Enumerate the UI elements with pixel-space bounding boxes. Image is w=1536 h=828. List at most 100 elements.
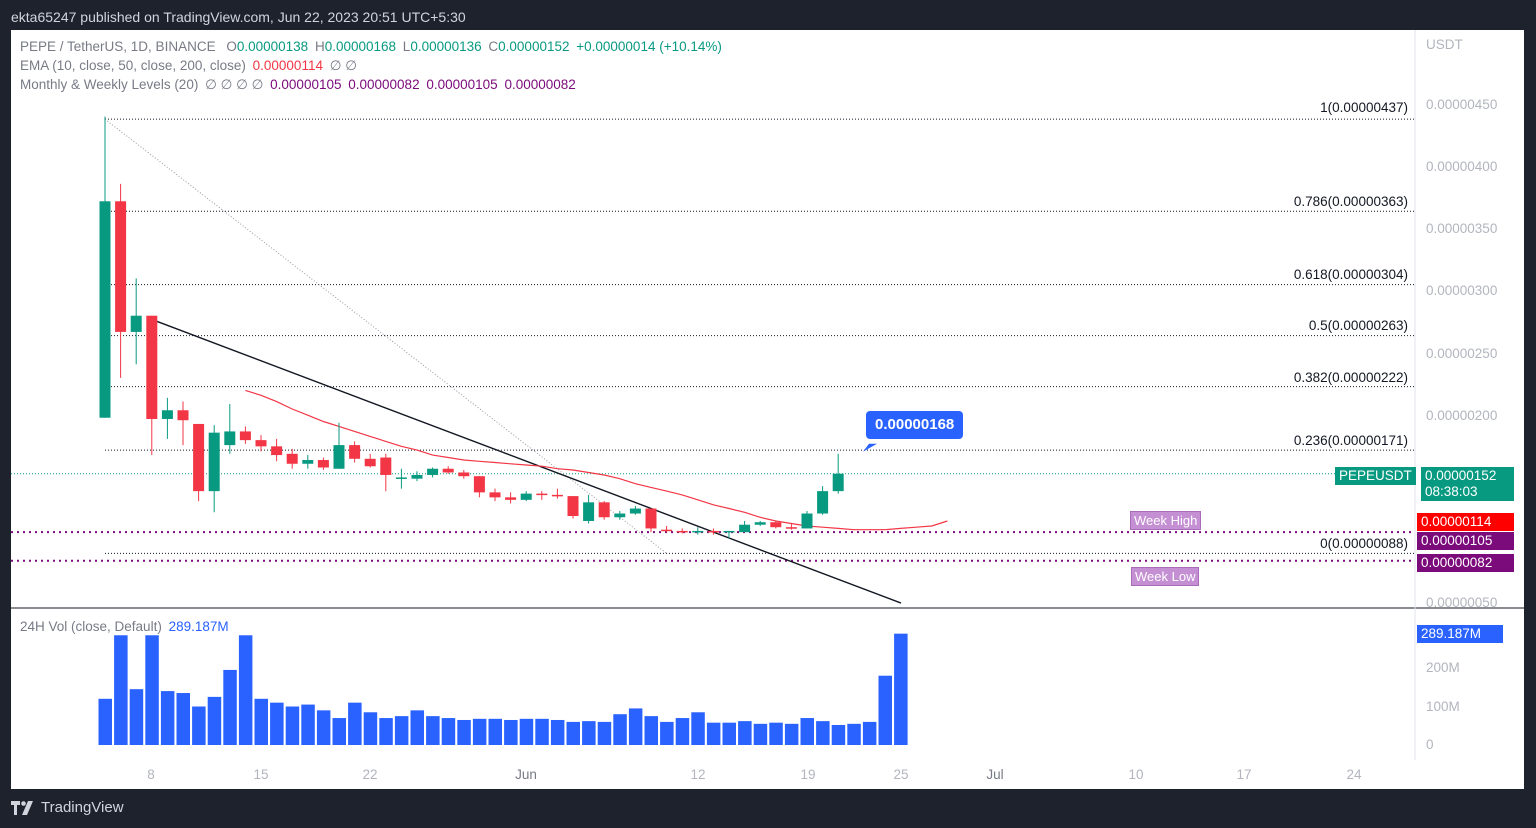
candle-body bbox=[161, 410, 173, 419]
high-price-callout[interactable]: 0.00000168 bbox=[866, 411, 964, 439]
volume-bar bbox=[894, 633, 908, 745]
volume-bar bbox=[176, 693, 190, 745]
volume-bar bbox=[254, 698, 268, 745]
fib-label-0236: 0.236(0.00000171) bbox=[1293, 433, 1408, 448]
candle-body bbox=[349, 445, 361, 459]
volume-bar bbox=[582, 721, 596, 745]
candle-body bbox=[801, 513, 813, 529]
tradingview-logo[interactable]: TradingView bbox=[11, 799, 124, 816]
volume-bar bbox=[660, 721, 674, 745]
volume-bar bbox=[753, 723, 768, 745]
candle-body bbox=[130, 315, 142, 332]
candle-body bbox=[817, 491, 829, 514]
candle-body bbox=[676, 530, 688, 533]
volume-bar bbox=[363, 712, 378, 745]
candle-body bbox=[645, 508, 657, 529]
volume-bar bbox=[301, 704, 315, 745]
candle-body bbox=[458, 472, 470, 477]
volume-bar bbox=[238, 635, 253, 745]
chart-panel[interactable]: PEPE / TetherUS, 1D, BINANCE O0.00000138… bbox=[11, 30, 1524, 789]
volume-bar bbox=[270, 702, 284, 745]
volume-legend[interactable]: 24H Vol (close, Default) 289.187M bbox=[20, 619, 232, 634]
volume-bar bbox=[847, 723, 861, 745]
volume-bar bbox=[644, 716, 658, 745]
volume-tick-0: 0 bbox=[1426, 737, 1434, 752]
volume-bar bbox=[332, 718, 346, 745]
candle-body bbox=[832, 473, 844, 492]
candle-body bbox=[271, 446, 283, 456]
date-tick: 8 bbox=[147, 767, 155, 782]
ema-empty-values: ∅ ∅ bbox=[329, 58, 358, 73]
currency-label: USDT bbox=[1426, 37, 1463, 52]
candle-body bbox=[255, 440, 267, 447]
price-tick-1: 0.00000450 bbox=[1426, 97, 1498, 112]
volume-tick-100m: 100M bbox=[1426, 699, 1460, 714]
price-chart[interactable] bbox=[11, 30, 1524, 789]
date-tick: Jul bbox=[986, 767, 1004, 782]
candle-body bbox=[692, 530, 704, 533]
candle-body bbox=[473, 476, 485, 493]
volume-label: 24H Vol (close, Default) bbox=[20, 619, 162, 634]
candle-body bbox=[317, 460, 329, 468]
volume-bar bbox=[145, 635, 159, 745]
change-value: +0.00000014 (+10.14%) bbox=[576, 39, 722, 54]
symbol-legend[interactable]: PEPE / TetherUS, 1D, BINANCE O0.00000138… bbox=[20, 39, 725, 54]
candle-body bbox=[754, 522, 766, 525]
symbol-name: PEPE / TetherUS, 1D, BINANCE bbox=[20, 39, 216, 54]
volume-bar bbox=[379, 718, 393, 745]
volume-bar bbox=[769, 722, 783, 745]
price-tick-6: 0.00000200 bbox=[1426, 408, 1498, 423]
date-tick: 17 bbox=[1236, 767, 1252, 782]
date-tick: Jun bbox=[515, 767, 537, 782]
price-tick-4: 0.00000300 bbox=[1426, 283, 1498, 298]
ema-line bbox=[245, 389, 948, 531]
levels-empty-values: ∅ ∅ ∅ ∅ bbox=[205, 77, 264, 92]
volume-bar bbox=[862, 721, 877, 745]
low-value: 0.00000136 bbox=[410, 39, 482, 54]
ema-legend[interactable]: EMA (10, close, 50, close, 200, close) 0… bbox=[20, 58, 360, 74]
tradingview-logo-icon bbox=[11, 800, 33, 815]
ema-price-tag[interactable]: 0.00000114 bbox=[1417, 513, 1514, 531]
candle-body bbox=[177, 410, 189, 421]
levels-legend[interactable]: Monthly & Weekly Levels (20) ∅ ∅ ∅ ∅ 0.0… bbox=[20, 77, 579, 93]
level-high-price-tag[interactable]: 0.00000105 bbox=[1417, 532, 1514, 550]
candle-body bbox=[115, 201, 127, 332]
levels-value-4: 0.00000082 bbox=[504, 77, 576, 92]
volume-bar bbox=[784, 723, 799, 745]
low-label: L bbox=[402, 39, 411, 54]
candle-body bbox=[302, 460, 314, 464]
candle-body bbox=[193, 423, 205, 492]
ema-label: EMA (10, close, 50, close, 200, close) bbox=[20, 58, 246, 73]
open-value: 0.00000138 bbox=[236, 39, 309, 54]
volume-bar bbox=[98, 698, 112, 745]
volume-bar bbox=[691, 712, 705, 745]
volume-bar bbox=[722, 722, 736, 745]
candle-body bbox=[380, 457, 392, 475]
date-tick: 15 bbox=[253, 767, 269, 782]
date-tick: 24 bbox=[1346, 767, 1362, 782]
candle-body bbox=[785, 527, 797, 529]
bar-countdown: 08:38:03 bbox=[1421, 483, 1514, 501]
volume-bar bbox=[316, 710, 331, 745]
volume-bar bbox=[348, 702, 362, 745]
candle-body bbox=[146, 315, 158, 419]
week-low-label[interactable]: Week Low bbox=[1131, 567, 1200, 586]
fib-label-0618: 0.618(0.00000304) bbox=[1293, 267, 1408, 282]
volume-bar bbox=[628, 708, 643, 745]
level-low-price-tag[interactable]: 0.00000082 bbox=[1417, 554, 1514, 572]
footer: TradingView bbox=[0, 789, 1536, 828]
symbol-price-tag[interactable]: PEPEUSDT bbox=[1335, 467, 1416, 485]
date-tick: 12 bbox=[690, 767, 706, 782]
volume-bar bbox=[223, 669, 237, 745]
levels-value-1: 0.00000105 bbox=[270, 77, 342, 92]
volume-bar bbox=[129, 689, 144, 745]
volume-bar bbox=[410, 710, 424, 745]
week-high-label[interactable]: Week High bbox=[1130, 511, 1202, 530]
volume-tick-200m: 200M bbox=[1426, 660, 1460, 675]
last-price-tag[interactable]: 0.00000152 bbox=[1421, 467, 1514, 485]
volume-bar bbox=[535, 718, 549, 745]
volume-axis-tag[interactable]: 289.187M bbox=[1417, 625, 1503, 643]
candle-body bbox=[567, 496, 579, 517]
date-tick: 25 bbox=[893, 767, 909, 782]
callout-pointer bbox=[863, 443, 877, 452]
